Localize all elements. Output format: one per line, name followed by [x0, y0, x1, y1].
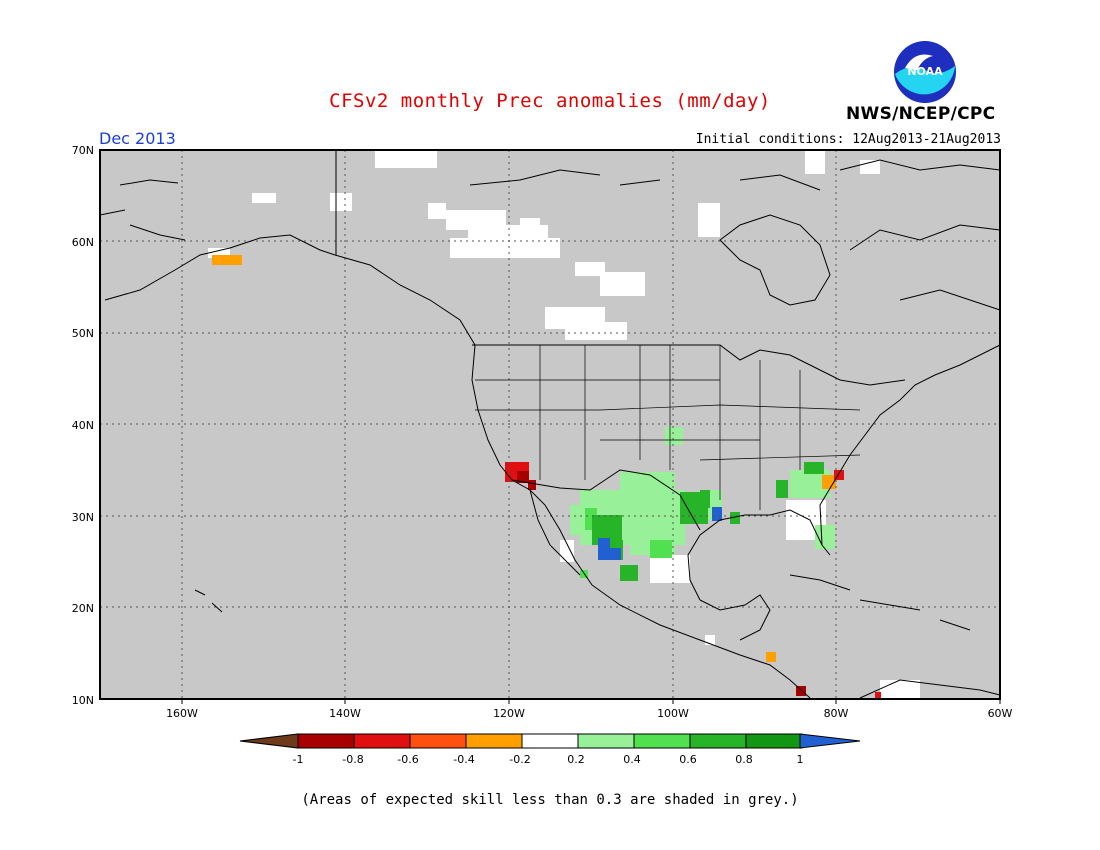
- colorbar-cell: [409, 733, 467, 749]
- colorbar-tick: 0.8: [735, 753, 753, 766]
- dry-anomaly-cells: [212, 255, 881, 698]
- lat-label: 60N: [72, 236, 94, 249]
- lat-label: 30N: [72, 511, 94, 524]
- colorbar-tick: -0.6: [397, 753, 418, 766]
- colorbar-cell: [297, 733, 355, 749]
- colorbar-high-arrow: [799, 733, 861, 749]
- colorbar-tick: -0.4: [453, 753, 474, 766]
- graticule: [100, 150, 1000, 699]
- colorbar-tick: 0.2: [567, 753, 585, 766]
- lat-label: 70N: [72, 144, 94, 157]
- initial-conditions: Initial conditions: 12Aug2013-21Aug2013: [695, 132, 1001, 147]
- neutral-anomaly-cells: [208, 150, 920, 698]
- colorbar-tick: 0.4: [623, 753, 641, 766]
- skill-footnote: (Areas of expected skill less than 0.3 a…: [301, 792, 799, 808]
- agency-label: NWS/NCEP/CPC: [846, 104, 996, 124]
- lon-labels: 160W 140W 120W 100W 80W 60W: [166, 707, 1012, 720]
- lat-label: 20N: [72, 602, 94, 615]
- map-title: CFSv2 monthly Prec anomalies (mm/day): [329, 90, 771, 112]
- state-borders: [475, 345, 861, 510]
- logo-text: NOAA: [907, 65, 943, 78]
- colorbar-tick: 0.6: [679, 753, 697, 766]
- lon-label: 140W: [329, 707, 361, 720]
- colorbar-tick: 1: [797, 753, 804, 766]
- map-frame: [99, 149, 1001, 700]
- lon-label: 100W: [657, 707, 689, 720]
- target-month: Dec 2013: [99, 129, 176, 148]
- colorbar-cell: [521, 733, 579, 749]
- colorbar-low-arrow: [239, 733, 299, 749]
- colorbar-cell: [633, 733, 691, 749]
- lat-label: 10N: [72, 694, 94, 707]
- noaa-logo: NOAA: [893, 40, 957, 104]
- colorbar-tick: -0.2: [509, 753, 530, 766]
- lon-label: 160W: [166, 707, 198, 720]
- lon-label: 120W: [493, 707, 525, 720]
- lon-label: 60W: [988, 707, 1013, 720]
- noaa-logo-icon: NOAA: [894, 41, 956, 103]
- lat-label: 50N: [72, 327, 94, 340]
- colorbar-tick: -1: [293, 753, 304, 766]
- coastlines: [99, 150, 1001, 699]
- colorbar-cell: [577, 733, 635, 749]
- colorbar-cell: [689, 733, 747, 749]
- colorbar-cell: [353, 733, 411, 749]
- colorbar: -1 -0.8 -0.6 -0.4 -0.2 0.2 0.4 0.6 0.8 1: [239, 733, 861, 766]
- lat-label: 40N: [72, 419, 94, 432]
- lon-label: 80W: [824, 707, 849, 720]
- colorbar-ticks: -1 -0.8 -0.6 -0.4 -0.2 0.2 0.4 0.6 0.8 1: [293, 753, 804, 766]
- axis-ticks: [181, 699, 1001, 704]
- lat-labels: 70N 60N 50N 40N 30N 20N 10N: [72, 144, 94, 707]
- colorbar-cell: [745, 733, 803, 749]
- colorbar-tick: -0.8: [342, 753, 363, 766]
- colorbar-cells: [297, 733, 803, 749]
- colorbar-cell: [465, 733, 523, 749]
